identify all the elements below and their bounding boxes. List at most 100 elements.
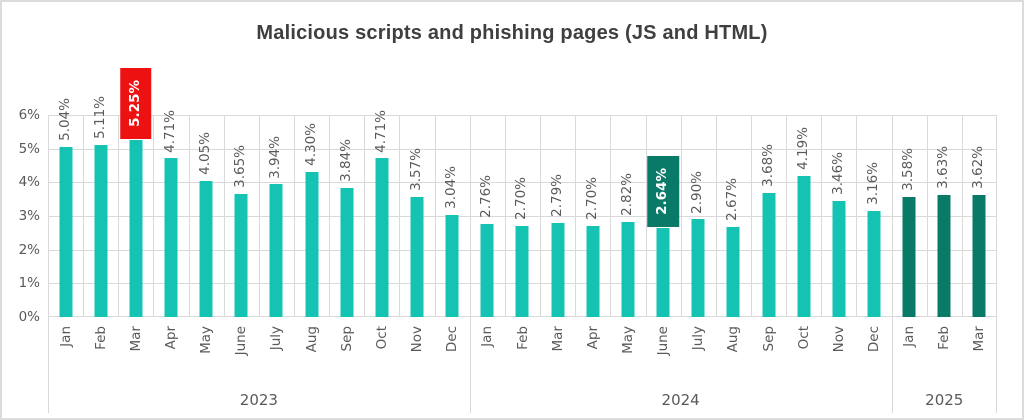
bar-2024-Sep [762,193,776,317]
gridline-vertical [786,115,787,317]
value-label-text: 5.11% [91,96,108,139]
gridline-vertical [435,115,436,317]
gridline-vertical [610,115,611,317]
value-label-2025-Jan: 3.58% [900,148,917,191]
x-label-2023-Oct: Oct [374,326,390,349]
year-label-2025: 2025 [925,391,964,409]
month-label-text: Nov [409,326,426,353]
bar-column-2023-Sep: 3.84% [329,115,364,317]
value-label-text: 5.04% [56,98,73,142]
bar-2024-Dec [867,210,881,317]
value-label-2023-June: 3.65% [232,145,250,189]
bar-2024-Apr [586,226,600,317]
axis-group-separator [996,317,997,413]
value-label-text: 3.68% [759,144,776,188]
gridline-horizontal [48,216,997,217]
bar-2024-Mar [551,223,565,317]
value-label-2024-Aug: 2.67% [725,178,742,221]
bar-2025-Feb [937,194,951,317]
x-label-2023-July: July [268,326,284,350]
bar-column-2024-July: 2.90% [681,115,716,317]
value-label-text: 2.90% [689,170,706,214]
bar-column-2024-May: 2.82% [610,115,645,317]
gridline-vertical [892,115,893,317]
bar-column-2023-June: 3.65% [224,115,259,317]
y-tick-label: 3% [18,208,40,224]
month-label-text: Nov [830,326,847,353]
bar-column-2023-Dec: 3.04% [435,115,470,317]
month-label-text: Jan [479,326,496,347]
value-label-2024-Feb: 2.70% [513,177,531,221]
value-label-2024-Apr: 2.70% [584,177,601,220]
y-tick-label: 4% [18,174,40,190]
gridline-vertical [153,115,154,317]
bar-column-2024-Apr: 2.70% [575,115,610,317]
gridline-vertical [470,115,471,317]
x-label-2023-Feb: Feb [93,326,109,350]
month-label-text: Feb [936,326,953,350]
gridline-vertical [294,115,295,317]
month-label-text: Mar [127,326,144,352]
value-label-2024-Jan: 2.76% [479,175,496,218]
month-label-text: Oct [795,326,812,350]
month-label-text: Jan [57,326,74,347]
value-label-text: 3.65% [232,145,249,189]
gridline-vertical [856,115,857,317]
gridline-vertical [83,115,84,317]
month-label-text: May [619,326,636,354]
value-label-2023-May: 4.05% [197,131,214,175]
value-label-text: 3.62% [970,146,987,190]
bar-column-2024-Sep: 3.68% [751,115,786,317]
value-label-text: 5.25% [127,80,144,128]
x-label-2023-Apr: Apr [163,326,179,349]
bar-column-2023-Oct: 4.71% [364,110,399,317]
value-label-text: 3.46% [830,151,847,195]
month-label-text: July [268,326,285,351]
bar-column-2023-July: 3.94% [259,115,294,317]
gridline-vertical [681,115,682,317]
gridline-vertical [259,115,260,317]
bar-2024-June [656,228,670,317]
bar-column-2024-Jan: 2.76% [470,115,505,317]
value-label-2023-Aug: 4.30% [303,123,320,166]
value-label-text: 2.82% [619,173,636,217]
value-label-text: 3.94% [267,135,284,179]
x-label-2024-May: May [620,326,636,354]
bar-column-2023-May: 4.05% [189,115,224,317]
x-label-2025-Feb: Feb [936,326,952,350]
value-label-2024-Sep: 3.68% [759,144,777,188]
gridline-horizontal [48,149,997,150]
y-axis: 0% 1% 2% 3% 4% 5% 6% [2,107,40,325]
value-label-2023-Apr: 4.71% [162,110,179,153]
value-label-2024-May: 2.82% [619,173,636,217]
month-label-text: Apr [584,326,601,350]
value-label-text: 4.05% [197,131,214,175]
month-label-text: Jan [901,326,918,347]
value-label-2023-Feb: 5.11% [91,96,109,139]
value-label-text: 3.84% [337,138,354,182]
bar-column-2023-Mar: 5.25% [118,68,153,317]
bar-column-2024-Dec: 3.16% [856,115,891,317]
month-label-text: Feb [92,326,109,350]
gridline-vertical [540,115,541,317]
x-label-2024-Aug: Aug [725,326,741,352]
y-tick-label: 6% [18,107,40,123]
value-label-2023-Sep: 3.84% [337,138,355,182]
x-label-2023-May: May [198,326,214,354]
month-label-text: Aug [725,326,742,353]
value-label-text: 2.70% [513,177,530,221]
value-label-2024-Nov: 3.46% [830,151,847,195]
bar-2025-Jan [902,196,916,317]
x-label-2023-Nov: Nov [409,326,425,352]
gridline-vertical [399,115,400,317]
value-label-2023-Mar: 5.25% [120,68,152,140]
gridline-vertical [821,115,822,317]
value-label-2025-Feb: 3.63% [936,146,953,189]
gridline-vertical [751,115,752,317]
bar-2024-Jan [480,224,494,317]
month-label-text: Dec [865,326,882,353]
gridline-vertical [962,115,963,317]
value-label-text: 3.16% [865,161,882,205]
gridline-vertical [118,115,119,317]
